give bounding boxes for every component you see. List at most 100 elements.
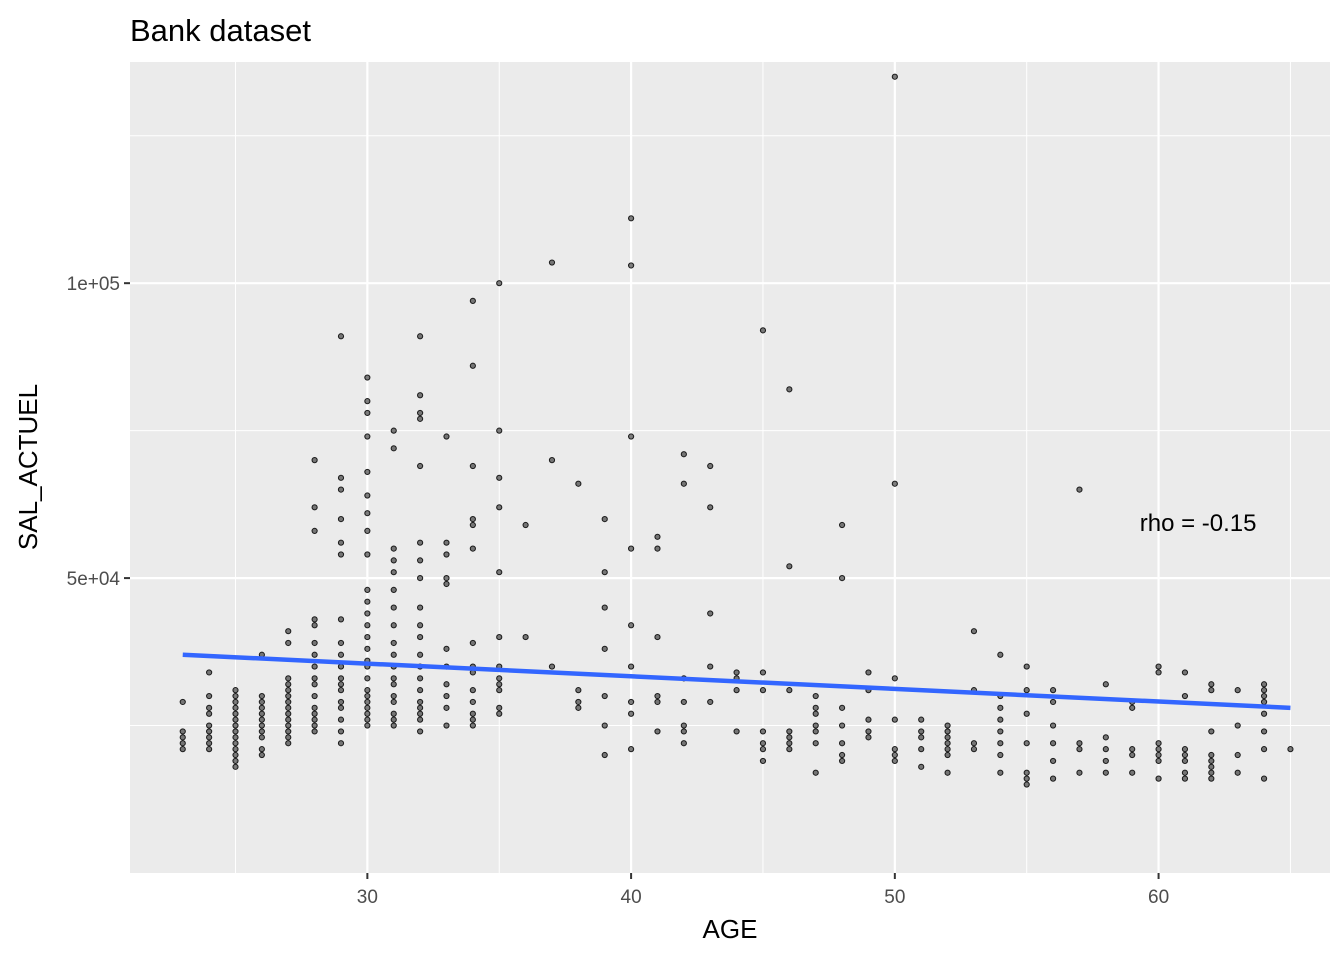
data-point — [997, 704, 1004, 711]
data-point — [337, 333, 345, 340]
data-point — [759, 687, 767, 694]
data-point — [680, 698, 687, 706]
data-point — [786, 563, 793, 570]
data-point — [285, 704, 292, 711]
data-point — [469, 716, 476, 723]
data-point — [443, 551, 450, 558]
data-point — [1076, 769, 1083, 776]
data-point — [417, 710, 424, 717]
data-point — [232, 687, 239, 694]
data-point — [417, 557, 424, 564]
data-point — [812, 704, 819, 711]
data-point — [417, 698, 424, 706]
data-point — [285, 692, 292, 700]
data-point — [390, 557, 397, 564]
data-point — [838, 751, 846, 759]
data-point — [364, 492, 371, 499]
data-point — [469, 362, 476, 369]
data-point — [232, 692, 239, 700]
data-point — [390, 639, 397, 647]
data-point — [232, 734, 239, 741]
y-tick-label: 5e+04 — [67, 569, 121, 590]
data-point — [812, 728, 819, 735]
data-point — [944, 746, 951, 753]
data-point — [654, 545, 661, 552]
data-point — [179, 698, 186, 706]
data-point — [786, 734, 793, 741]
data-point — [680, 480, 687, 487]
data-point — [232, 722, 239, 729]
data-point — [522, 521, 529, 529]
data-point — [1260, 692, 1268, 700]
data-point — [733, 669, 740, 676]
data-point — [285, 722, 292, 729]
data-point — [1181, 769, 1189, 776]
chart-title: Bank dataset — [130, 13, 311, 48]
data-point — [997, 751, 1004, 759]
data-point — [1155, 746, 1162, 753]
data-point — [1023, 687, 1030, 694]
data-point — [1076, 740, 1083, 747]
data-point — [1049, 687, 1057, 694]
data-point — [1208, 751, 1215, 759]
data-point — [206, 704, 213, 711]
data-point — [786, 746, 793, 753]
data-point — [1208, 769, 1215, 776]
data-point — [285, 716, 292, 723]
plot-panel — [130, 62, 1330, 873]
data-point — [443, 580, 450, 588]
data-point — [601, 569, 608, 576]
data-point — [232, 704, 239, 711]
data-point — [548, 663, 556, 670]
data-point — [707, 610, 714, 617]
data-point — [337, 663, 345, 670]
data-point — [1023, 781, 1030, 788]
data-point — [496, 681, 503, 688]
data-point — [232, 763, 239, 770]
data-point — [258, 728, 265, 735]
data-point — [759, 746, 767, 753]
data-point — [944, 751, 951, 759]
data-point — [680, 722, 687, 729]
data-point — [443, 433, 450, 440]
data-point — [469, 722, 476, 729]
data-point — [865, 669, 872, 676]
data-point — [311, 622, 318, 629]
data-point — [469, 297, 476, 304]
data-point — [759, 669, 767, 676]
data-point — [1181, 692, 1189, 700]
data-point — [364, 710, 371, 717]
data-point — [786, 728, 793, 735]
data-point — [1076, 746, 1083, 753]
data-point — [311, 663, 318, 670]
data-point — [364, 622, 371, 629]
data-point — [469, 639, 476, 647]
data-point — [364, 527, 371, 535]
data-point — [496, 427, 503, 434]
data-point — [390, 698, 397, 706]
data-point — [548, 457, 556, 464]
data-point — [417, 704, 424, 711]
data-point — [337, 687, 345, 694]
data-point — [337, 486, 345, 493]
data-point — [1260, 728, 1268, 735]
data-point — [364, 374, 371, 381]
data-point — [812, 722, 819, 729]
data-point — [179, 728, 186, 735]
data-point — [997, 728, 1004, 735]
x-tick-label: 40 — [621, 887, 642, 908]
data-point — [232, 728, 239, 735]
data-point — [206, 740, 213, 747]
data-point — [337, 539, 345, 546]
data-point — [364, 704, 371, 711]
data-point — [1155, 740, 1162, 747]
data-point — [1155, 775, 1162, 782]
data-point — [1129, 769, 1136, 776]
data-point — [944, 734, 951, 741]
data-point — [891, 751, 898, 759]
data-point — [285, 675, 292, 682]
data-point — [654, 633, 661, 641]
x-tick-label: 50 — [884, 887, 905, 908]
data-point — [337, 728, 345, 735]
data-point — [944, 740, 951, 747]
